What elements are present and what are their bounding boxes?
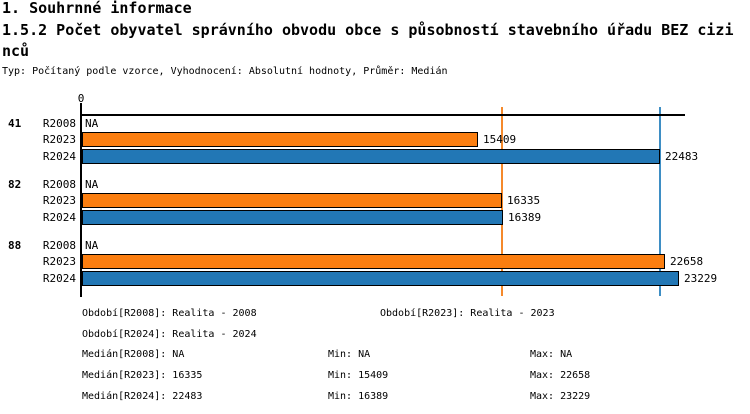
legend-min-r2023: Min: 15409 [328,370,389,381]
group-label: 41 [8,117,22,130]
row-label: R2023 [42,194,76,207]
bar [82,193,502,208]
bar [82,149,660,164]
bar-value-label: 15409 [483,133,517,146]
bar [82,254,665,269]
row-label: R2024 [42,272,76,285]
na-value-label: NA [85,117,99,130]
row-label: R2023 [42,255,76,268]
section-title: 1. Souhrnné informace [2,0,192,17]
row-label: R2008 [42,239,76,252]
legend-min-r2008: Min: NA [328,349,371,360]
bar-value-label: 22658 [670,255,704,268]
median-line-r2024 [659,107,661,296]
na-value-label: NA [85,239,99,252]
legend-max-r2008: Max: NA [530,349,573,360]
bar-value-label: 16389 [508,211,542,224]
legend-median-r2023: Medián[R2023]: 16335 [82,370,203,381]
legend-median-r2024: Medián[R2024]: 22483 [82,391,203,402]
legend-min-r2024: Min: 16389 [328,391,389,402]
x-axis-tick-label-zero: 0 [77,92,85,105]
legend-period-r2008: Období[R2008]: Realita - 2008 [82,308,257,319]
legend-period-r2024: Období[R2024]: Realita - 2024 [82,329,257,340]
bar [82,210,503,225]
bar-value-label: 23229 [684,272,718,285]
row-label: R2008 [42,117,76,130]
bar [82,132,478,147]
y-axis-line [80,103,82,297]
chart-title: 1.5.2 Počet obyvatel správního obvodu ob… [2,21,734,60]
group-label: 88 [8,239,22,252]
median-line-r2023 [501,107,503,296]
bar-chart: 0 41 R2008 NA R2023 15409 R2024 22483 82 R2008 NA… [8,92,718,297]
x-axis-line [80,114,685,116]
group-label: 82 [8,178,22,191]
bar-value-label: 16335 [507,194,541,207]
row-label: R2023 [42,133,76,146]
legend-max-r2024: Max: 23229 [530,391,591,402]
row-label: R2008 [42,178,76,191]
row-label: R2024 [42,211,76,224]
row-label: R2024 [42,150,76,163]
bar-value-label: 22483 [665,150,699,163]
na-value-label: NA [85,178,99,191]
legend-max-r2023: Max: 22658 [530,370,591,381]
legend-median-r2008: Medián[R2008]: NA [82,349,185,360]
bar [82,271,679,286]
chart-subtitle: Typ: Počítaný podle vzorce, Vyhodnocení:… [2,66,448,77]
legend-period-r2023: Období[R2023]: Realita - 2023 [380,308,555,319]
